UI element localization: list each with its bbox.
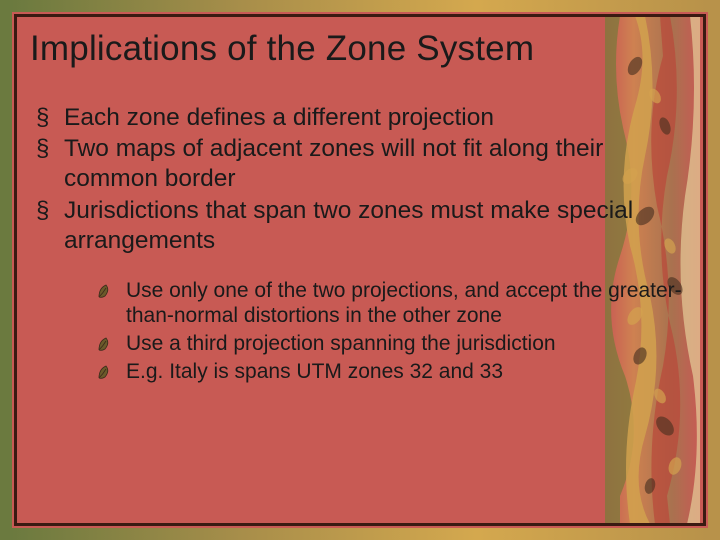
bullet-item: Two maps of adjacent zones will not fit … bbox=[36, 134, 690, 194]
bullet-item: Each zone defines a different projection bbox=[36, 103, 690, 133]
bullet-text: Two maps of adjacent zones will not fit … bbox=[64, 135, 603, 192]
slide-title: Implications of the Zone System bbox=[30, 30, 690, 69]
leaf-icon bbox=[96, 334, 114, 352]
sub-bullet-item: Use a third projection spanning the juri… bbox=[96, 331, 690, 357]
bullet-text: Each zone defines a different projection bbox=[64, 104, 494, 131]
slide: Implications of the Zone System Each zon… bbox=[0, 0, 720, 540]
leaf-icon bbox=[96, 281, 114, 299]
main-bullet-list: Each zone defines a different projection… bbox=[30, 103, 690, 385]
sub-bullet-text: E.g. Italy is spans UTM zones 32 and 33 bbox=[126, 360, 503, 383]
leaf-icon bbox=[96, 362, 114, 380]
sub-bullet-item: Use only one of the two projections, and… bbox=[96, 278, 690, 329]
sub-bullet-text: Use a third projection spanning the juri… bbox=[126, 332, 556, 355]
sub-bullet-text: Use only one of the two projections, and… bbox=[126, 279, 682, 328]
bullet-item: Jurisdictions that span two zones must m… bbox=[36, 196, 690, 384]
content-area: Implications of the Zone System Each zon… bbox=[30, 30, 690, 510]
sub-bullet-item: E.g. Italy is spans UTM zones 32 and 33 bbox=[96, 359, 690, 385]
sub-bullet-list: Use only one of the two projections, and… bbox=[64, 278, 690, 384]
bullet-text: Jurisdictions that span two zones must m… bbox=[64, 197, 633, 254]
